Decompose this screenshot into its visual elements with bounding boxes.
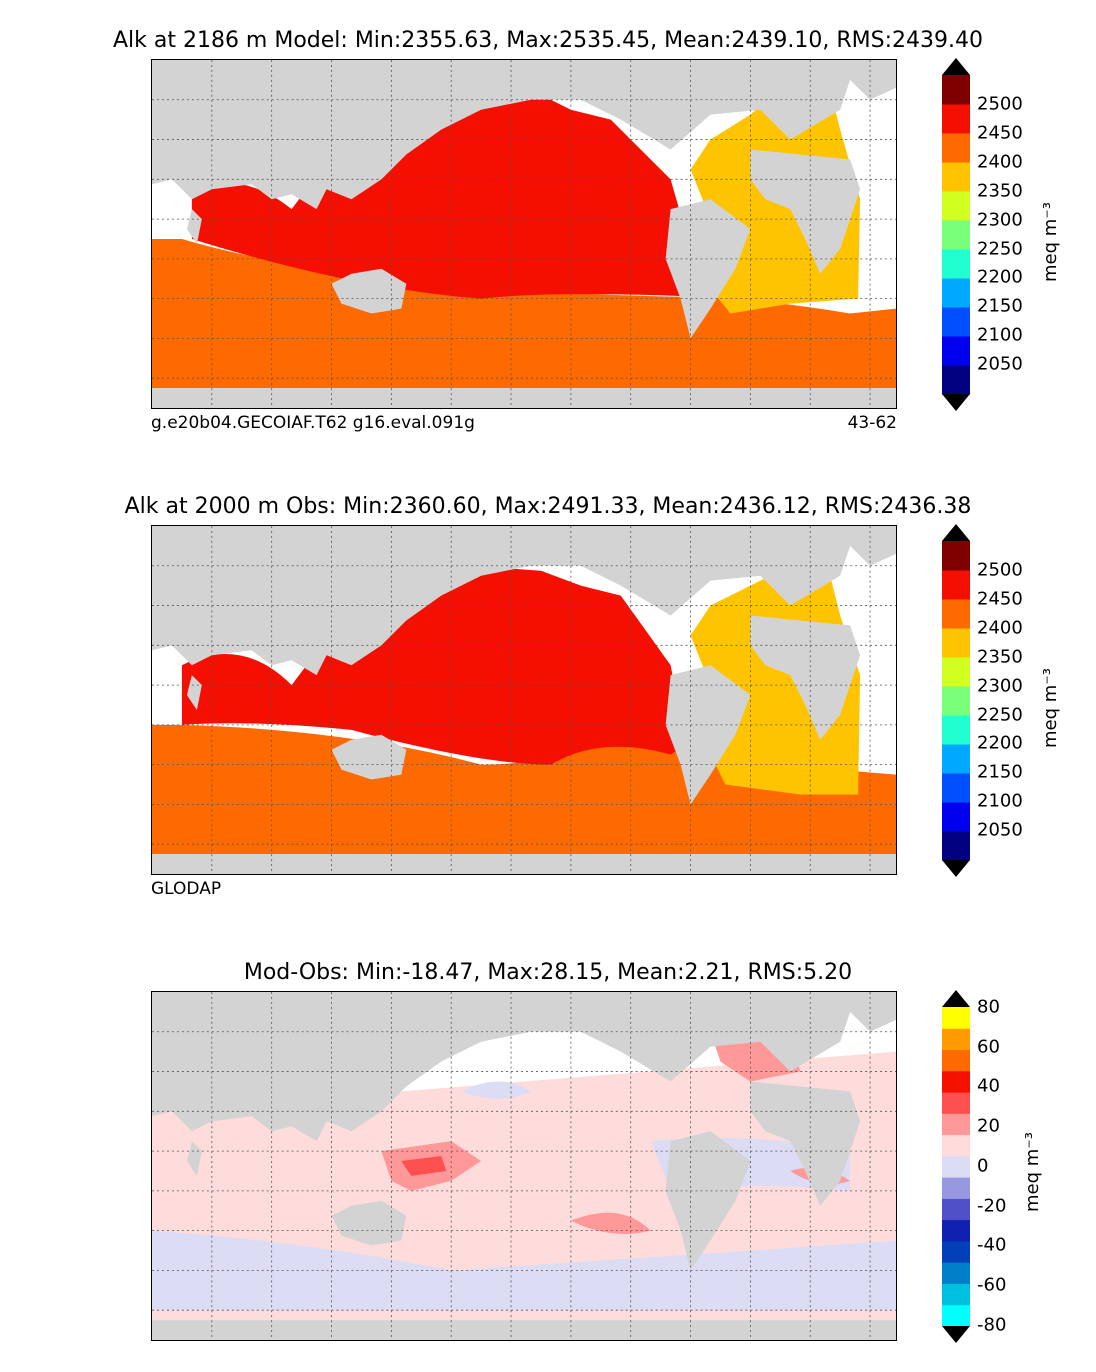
tick-label: 2400 <box>977 151 1023 173</box>
tick-label: 2400 <box>977 617 1023 639</box>
tick-label: 40 <box>977 1075 1000 1097</box>
colorbar-swatch <box>942 1219 970 1242</box>
map-obs-graphic <box>152 526 896 874</box>
footer-right: 43-62 <box>847 413 897 433</box>
colorbar-swatch <box>942 75 970 105</box>
map-diff-graphic <box>152 992 896 1340</box>
colorbar-swatch <box>942 715 970 745</box>
tick-label: 2500 <box>977 93 1023 115</box>
colorbar <box>942 58 970 411</box>
tick-label: 2200 <box>977 266 1023 288</box>
tick-label: 2200 <box>977 732 1023 754</box>
footer-left: g.e20b04.GECOIAF.T62 g16.eval.091g <box>151 413 475 433</box>
colorbar-swatch <box>942 278 970 308</box>
colorbar-swatch <box>942 831 970 861</box>
colorbar-swatch <box>942 1092 970 1114</box>
tick-label: 2500 <box>977 559 1023 581</box>
tick-label: 2450 <box>977 588 1023 610</box>
colorbar-swatch <box>942 657 970 687</box>
colorbar-swatch <box>942 365 970 395</box>
colorbar-swatches <box>942 75 970 395</box>
colorbar-swatch <box>942 802 970 832</box>
colorbar-swatch <box>942 336 970 366</box>
colorbar-swatch <box>942 1070 970 1093</box>
tick-label: 20 <box>977 1115 1000 1137</box>
colorbar-label: meq m⁻³ <box>1040 201 1061 282</box>
colorbar-swatch <box>942 104 970 134</box>
colorbar-label: meq m⁻³ <box>1040 667 1061 748</box>
colorbar <box>942 524 970 877</box>
map-obs <box>151 525 897 875</box>
colorbar-graphic <box>942 524 970 877</box>
colorbar-swatch <box>942 773 970 803</box>
colorbar-swatch <box>942 1049 970 1072</box>
colorbar-swatch <box>942 541 970 571</box>
tick-label: 80 <box>977 996 1000 1018</box>
tick-label: 2450 <box>977 122 1023 144</box>
tick-label: -40 <box>977 1234 1007 1256</box>
map-diff <box>151 991 897 1341</box>
colorbar-label: meq m⁻³ <box>1022 1131 1043 1212</box>
panel-title: Alk at 2000 m Obs: Min:2360.60, Max:2491… <box>124 494 972 519</box>
tick-label: 2050 <box>977 819 1023 841</box>
tick-label: 60 <box>977 1036 1000 1058</box>
colorbar-swatch <box>942 1155 970 1178</box>
tick-label: 2100 <box>977 790 1023 812</box>
tick-label: 2350 <box>977 180 1023 202</box>
colorbar-swatches <box>942 541 970 861</box>
colorbar-swatch <box>942 570 970 600</box>
colorbar-swatch <box>942 307 970 337</box>
tick-label: 2250 <box>977 238 1023 260</box>
tick-label: 2150 <box>977 761 1023 783</box>
colorbar-swatch <box>942 1198 970 1221</box>
tick-label: -80 <box>977 1314 1007 1336</box>
tick-label: 2100 <box>977 324 1023 346</box>
colorbar-swatch <box>942 1134 970 1157</box>
tick-label: 2150 <box>977 295 1023 317</box>
colorbar-swatch <box>942 133 970 163</box>
tick-label: 2250 <box>977 704 1023 726</box>
tick-label: -20 <box>977 1195 1007 1217</box>
colorbar-swatch <box>942 1304 970 1327</box>
colorbar-swatch <box>942 1028 970 1051</box>
colorbar-swatch <box>942 191 970 221</box>
panel-title: Alk at 2186 m Model: Min:2355.63, Max:25… <box>112 28 984 53</box>
colorbar-swatch <box>942 628 970 658</box>
map-model-graphic <box>152 60 896 408</box>
colorbar-swatch <box>942 1177 970 1199</box>
colorbar-swatch <box>942 744 970 774</box>
colorbar-swatch <box>942 162 970 192</box>
colorbar-graphic <box>942 990 970 1343</box>
footer-left: GLODAP <box>151 879 222 899</box>
tick-label: 0 <box>977 1155 989 1177</box>
colorbar-swatch <box>942 686 970 716</box>
colorbar-swatch <box>942 1262 970 1284</box>
tick-label: 2300 <box>977 675 1023 697</box>
colorbar-swatch <box>942 599 970 629</box>
colorbar <box>942 990 970 1343</box>
colorbar-swatch <box>942 220 970 250</box>
colorbar-swatches <box>942 1007 970 1327</box>
colorbar-swatch <box>942 1113 970 1136</box>
panel-title: Mod-Obs: Min:-18.47, Max:28.15, Mean:2.2… <box>243 960 853 985</box>
tick-label: 2050 <box>977 353 1023 375</box>
map-model <box>151 59 897 409</box>
colorbar-swatch <box>942 249 970 279</box>
colorbar-swatch <box>942 1283 970 1306</box>
tick-label: 2300 <box>977 209 1023 231</box>
colorbar-swatch <box>942 1240 970 1263</box>
colorbar-swatch <box>942 1007 970 1029</box>
colorbar-graphic <box>942 58 970 411</box>
tick-label: 2350 <box>977 646 1023 668</box>
tick-label: -60 <box>977 1274 1007 1296</box>
